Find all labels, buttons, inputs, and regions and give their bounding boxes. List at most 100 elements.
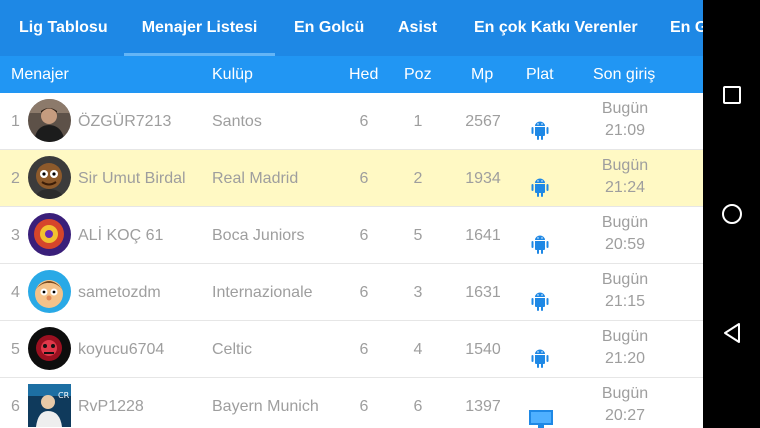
back-icon[interactable] [719,320,745,346]
column-header-hed[interactable]: Hed [349,66,379,83]
last-login-day: Bugün [601,214,649,231]
tab-menajer-listesi[interactable]: Menajer Listesi [124,0,275,56]
column-header-last-login[interactable]: Son giriş [593,66,656,83]
mp-value: 1397 [465,398,501,415]
club-name: Celtic [212,341,253,358]
tab-lig-tablosu[interactable]: Lig Tablosu [19,0,108,56]
manager-name[interactable]: RvP1228 [78,398,144,415]
avatar[interactable]: CR [28,384,71,427]
last-login-day: Bugün [601,328,649,345]
table-row[interactable]: 4 sametozdm Internazionale 6 3 1631 Bugü… [0,264,703,321]
table-row[interactable]: 2 Sir Umut Birdal Real Madrid 6 2 1934 B… [0,150,703,207]
last-login-day: Bugün [601,385,649,402]
recent-apps-icon[interactable] [719,82,745,108]
tab-bar: Lig Tablosu Menajer Listesi En Golcü Asi… [0,0,703,56]
manager-name[interactable]: ALİ KOÇ 61 [78,227,164,244]
last-login: Bugün 21:09 [585,98,665,144]
tab-label: En G [670,19,703,36]
manager-name[interactable]: ÖZGÜR7213 [78,113,172,130]
manager-name[interactable]: sametozdm [78,284,161,301]
poz-value: 4 [413,341,423,358]
poz-value: 1 [413,113,423,130]
table-row[interactable]: 3 ALİ KOÇ 61 Boca Juniors 6 5 1641 Bugün… [0,207,703,264]
row-number: 3 [11,227,20,244]
last-login-day: Bugün [601,100,649,117]
last-login-day: Bugün [601,157,649,174]
row-number: 4 [11,284,20,301]
avatar[interactable] [28,99,71,142]
tab-label: En Golcü [294,19,365,36]
last-login: Bugün 20:27 [585,383,665,428]
tab-label: Menajer Listesi [141,19,258,36]
avatar[interactable] [28,156,71,199]
tab-label: En çok Katkı Verenler [474,19,638,36]
mp-value: 1934 [465,170,501,187]
hed-value: 6 [359,170,369,187]
tab-en-g[interactable]: En G [670,0,703,56]
last-login-time: 21:15 [604,293,646,310]
android-icon [528,223,554,254]
hed-value: 6 [359,284,369,301]
android-icon [528,280,554,311]
tab-label: Asist [398,19,438,36]
last-login: Bugün 21:20 [585,326,665,372]
row-number: 2 [11,170,20,187]
tab-asist[interactable]: Asist [398,0,437,56]
club-name: Santos [212,113,262,130]
last-login-time: 21:20 [604,350,646,367]
column-header-club[interactable]: Kulüp [212,66,253,83]
row-number: 6 [11,398,20,415]
column-header-poz[interactable]: Poz [404,66,432,83]
mp-value: 1641 [465,227,501,244]
manager-name[interactable]: Sir Umut Birdal [78,170,186,187]
desktop-icon [528,398,554,428]
poz-value: 2 [413,170,423,187]
table-header: Menajer Kulüp Hed Poz Mp Plat Son giriş [0,56,703,93]
avatar[interactable] [28,270,71,313]
club-name: Bayern Munich [212,398,319,415]
column-header-manager[interactable]: Menajer [11,66,69,83]
tab-en-cok-katki[interactable]: En çok Katkı Verenler [474,0,638,56]
club-name: Boca Juniors [212,227,305,244]
system-navigation-bar [703,0,760,428]
last-login-time: 20:27 [604,407,646,424]
avatar[interactable] [28,213,71,256]
table-row[interactable]: 6 CR RvP1228 Bayern Munich 6 6 1397 Bugü… [0,378,703,428]
mp-value: 2567 [465,113,501,130]
mp-value: 1631 [465,284,501,301]
last-login: Bugün 21:24 [585,155,665,201]
last-login-day: Bugün [601,271,649,288]
last-login: Bugün 21:15 [585,269,665,315]
android-icon [528,166,554,197]
table-row[interactable]: 5 koyucu6704 Celtic 6 4 1540 Bugün 21:20 [0,321,703,378]
row-number: 5 [11,341,20,358]
last-login: Bugün 20:59 [585,212,665,258]
active-tab-indicator [124,53,275,56]
last-login-time: 20:59 [604,236,646,253]
tab-en-golcu[interactable]: En Golcü [294,0,364,56]
poz-value: 5 [413,227,423,244]
hed-value: 6 [359,341,369,358]
club-name: Internazionale [212,284,313,301]
table-row[interactable]: 1 ÖZGÜR7213 Santos 6 1 2567 Bugün 21:09 [0,93,703,150]
last-login-time: 21:24 [604,179,646,196]
manager-name[interactable]: koyucu6704 [78,341,165,358]
poz-value: 3 [413,284,423,301]
row-number: 1 [11,113,20,130]
mp-value: 1540 [465,341,501,358]
android-icon [528,109,554,140]
club-name: Real Madrid [212,170,299,187]
column-header-mp[interactable]: Mp [471,66,494,83]
svg-text:CR: CR [58,391,70,400]
hed-value: 6 [359,398,369,415]
hed-value: 6 [359,227,369,244]
last-login-time: 21:09 [604,122,646,139]
avatar[interactable] [28,327,71,370]
poz-value: 6 [413,398,423,415]
android-icon [528,337,554,368]
hed-value: 6 [359,113,369,130]
column-header-plat[interactable]: Plat [526,66,554,83]
tab-label: Lig Tablosu [19,19,108,36]
home-icon[interactable] [719,201,745,227]
app-screen: Lig Tablosu Menajer Listesi En Golcü Asi… [0,0,703,428]
